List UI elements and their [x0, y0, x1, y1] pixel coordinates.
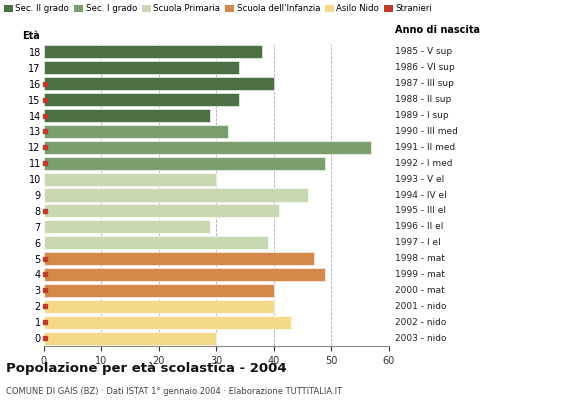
Bar: [44, 188, 308, 202]
Bar: [44, 332, 216, 344]
Bar: [44, 157, 325, 170]
Bar: [44, 109, 211, 122]
Text: 1995 - III el: 1995 - III el: [395, 206, 446, 215]
Bar: [44, 172, 216, 186]
Bar: [44, 61, 239, 74]
Text: 2001 - nido: 2001 - nido: [395, 302, 447, 311]
Bar: [44, 252, 314, 265]
Text: Popolazione per età scolastica - 2004: Popolazione per età scolastica - 2004: [6, 362, 287, 375]
Bar: [44, 204, 280, 218]
Text: COMUNE DI GAIS (BZ) · Dati ISTAT 1° gennaio 2004 · Elaborazione TUTTITALIA.IT: COMUNE DI GAIS (BZ) · Dati ISTAT 1° genn…: [6, 387, 342, 396]
Text: 1986 - VI sup: 1986 - VI sup: [395, 63, 455, 72]
Bar: [44, 93, 239, 106]
Text: 2002 - nido: 2002 - nido: [395, 318, 447, 327]
Text: Anno di nascita: Anno di nascita: [395, 25, 480, 35]
Text: 1998 - mat: 1998 - mat: [395, 254, 445, 263]
Text: 1994 - IV el: 1994 - IV el: [395, 190, 447, 200]
Text: 1985 - V sup: 1985 - V sup: [395, 48, 452, 56]
Text: 1993 - V el: 1993 - V el: [395, 175, 444, 184]
Text: 1988 - II sup: 1988 - II sup: [395, 95, 451, 104]
Text: 1992 - I med: 1992 - I med: [395, 159, 452, 168]
Text: 1990 - III med: 1990 - III med: [395, 127, 458, 136]
Bar: [44, 236, 268, 249]
Text: 1997 - I el: 1997 - I el: [395, 238, 441, 247]
Text: 2000 - mat: 2000 - mat: [395, 286, 445, 295]
Bar: [44, 125, 227, 138]
Bar: [44, 141, 371, 154]
Text: 1989 - I sup: 1989 - I sup: [395, 111, 449, 120]
Bar: [44, 220, 211, 233]
Bar: [44, 46, 262, 58]
Text: 1991 - II med: 1991 - II med: [395, 143, 455, 152]
Text: Età: Età: [22, 31, 40, 41]
Bar: [44, 77, 274, 90]
Bar: [44, 284, 274, 297]
Legend: Sec. II grado, Sec. I grado, Scuola Primaria, Scuola dell'Infanzia, Asilo Nido, : Sec. II grado, Sec. I grado, Scuola Prim…: [4, 4, 432, 13]
Bar: [44, 300, 274, 313]
Bar: [44, 268, 325, 281]
Text: 2003 - nido: 2003 - nido: [395, 334, 447, 342]
Text: 1996 - II el: 1996 - II el: [395, 222, 444, 231]
Text: 1999 - mat: 1999 - mat: [395, 270, 445, 279]
Bar: [44, 316, 291, 329]
Text: 1987 - III sup: 1987 - III sup: [395, 79, 454, 88]
